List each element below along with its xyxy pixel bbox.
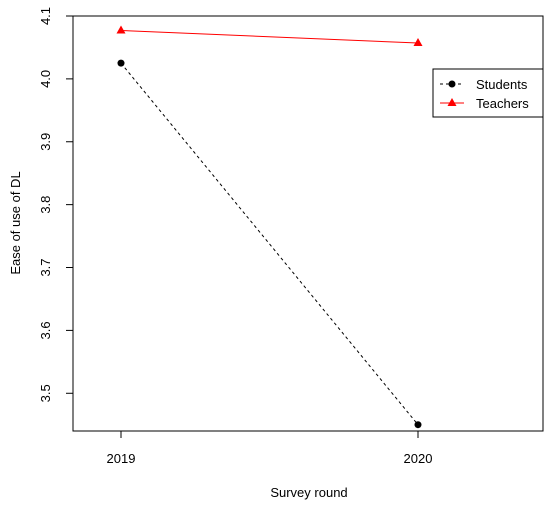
y-tick-label: 3.7 [38, 258, 53, 276]
x-axis-title: Survey round [270, 485, 347, 500]
series-line-teachers [120, 29, 419, 44]
legend-students-marker [448, 80, 456, 88]
legend-students-label: Students [476, 77, 528, 92]
y-tick-label: 3.9 [38, 133, 53, 151]
x-axis: 2019 2020 [107, 430, 433, 466]
data-point-students [117, 59, 125, 67]
y-tick-label: 4.1 [38, 7, 53, 25]
y-tick-label: 3.6 [38, 321, 53, 339]
y-tick-label: 4.0 [38, 70, 53, 88]
y-tick-label: 3.8 [38, 196, 53, 214]
y-tick-label: 3.5 [38, 384, 53, 402]
legend: Students Teachers [432, 68, 544, 118]
legend-teachers-label: Teachers [476, 96, 529, 111]
legend-teachers-marker [447, 98, 457, 106]
y-axis: 3.5 3.6 3.7 3.8 3.9 4.0 4.1 [38, 7, 74, 402]
series-layer [116, 25, 423, 429]
y-axis-title: Ease of use of DL [8, 171, 23, 274]
x-tick-label: 2019 [107, 451, 136, 466]
series-line-students [120, 62, 419, 426]
data-point-teachers [413, 38, 423, 47]
data-point-teachers [116, 25, 126, 34]
legend-box [432, 68, 544, 118]
x-tick-label: 2020 [404, 451, 433, 466]
data-point-students [414, 421, 422, 429]
